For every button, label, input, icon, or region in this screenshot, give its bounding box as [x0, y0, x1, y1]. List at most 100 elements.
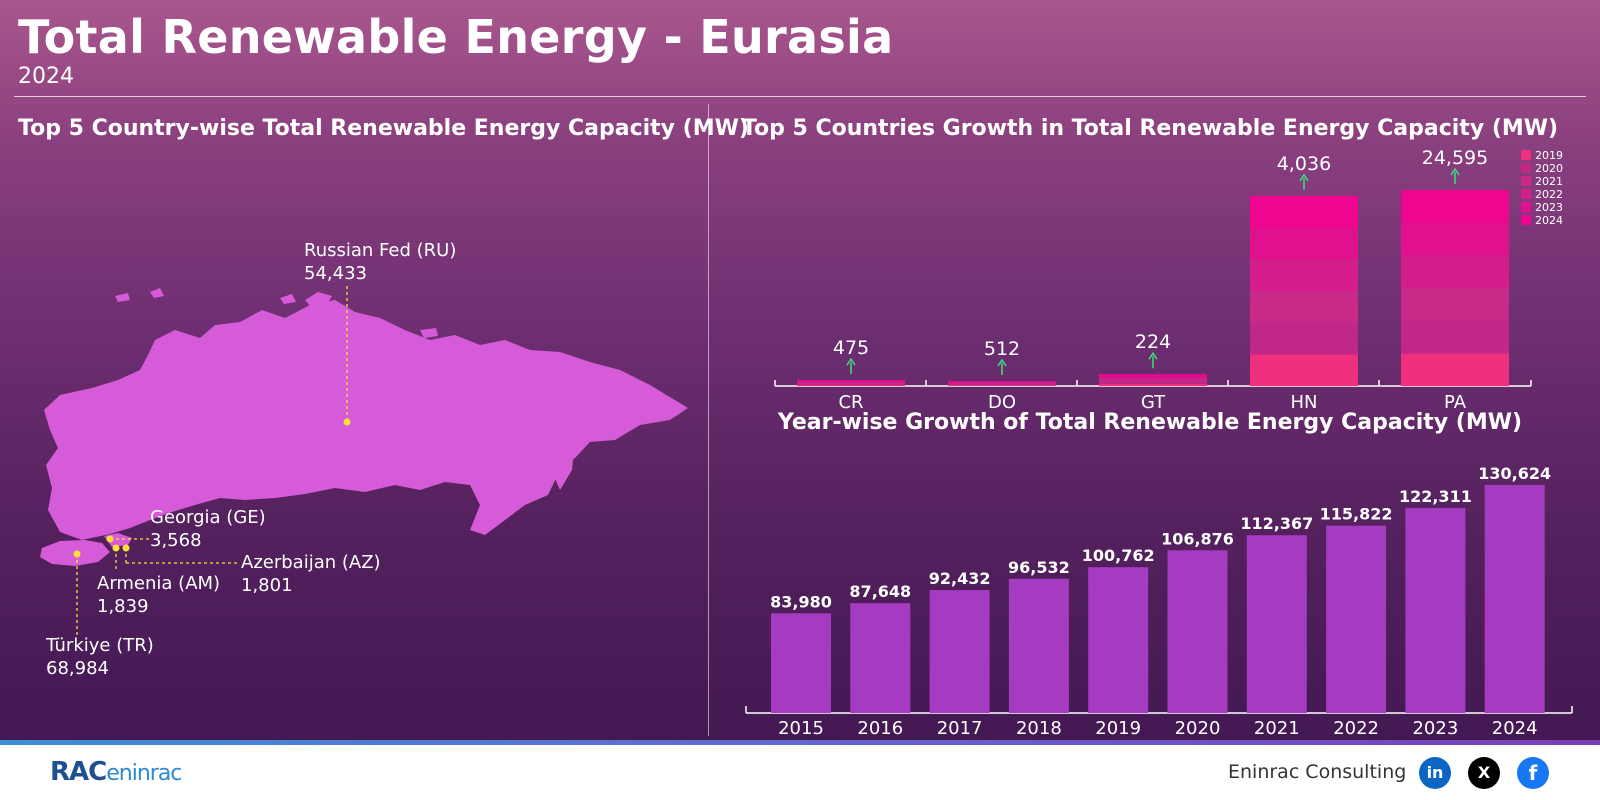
legend-label-2023: 2023 [1535, 201, 1563, 214]
top5-bar-segment-2023 [1250, 227, 1358, 260]
legend-swatch-2024 [1521, 215, 1531, 225]
yearwise-year-label: 2022 [1333, 718, 1379, 739]
footer-accent-band [0, 740, 1600, 745]
yearwise-value-label: 115,822 [1320, 505, 1393, 524]
top5-bar-segment-2019 [797, 385, 905, 386]
top5-bar-segment-2020 [797, 384, 905, 386]
legend-label-2022: 2022 [1535, 188, 1563, 201]
top5-bar-segment-2019 [1250, 354, 1358, 386]
top5-growth-label: 4,036 [1277, 153, 1331, 175]
top5-bar-segment-2021 [1099, 380, 1207, 383]
yearwise-year-label: 2015 [778, 718, 824, 739]
az-name: Azerbaijan (AZ) [241, 552, 381, 573]
top5-bar-segment-2021 [1250, 290, 1358, 323]
top5-bar-segment-2024 [797, 380, 905, 382]
top5-bar-segment-2022 [1250, 259, 1358, 291]
am-marker [112, 544, 120, 552]
tr-marker [73, 550, 81, 558]
am-label: Armenia (AM) 1,839 [97, 572, 220, 618]
growth-arrow-head-icon [1299, 173, 1309, 182]
eninrac-logo[interactable]: RACeninrac [50, 757, 182, 787]
legend-label-2024: 2024 [1535, 214, 1563, 227]
top5-bar-segment-2021 [1401, 288, 1509, 321]
map-panel-title: Top 5 Country-wise Total Renewable Energ… [18, 116, 749, 141]
ge-value: 3,568 [150, 530, 202, 551]
ru-marker [343, 418, 351, 426]
top5-bar-segment-2022 [797, 382, 905, 384]
growth-arrow-head-icon [846, 357, 856, 366]
top5-category-label: HN [1291, 392, 1318, 413]
yearwise-year-label: 2021 [1254, 718, 1300, 739]
yearwise-value-label: 130,624 [1478, 464, 1551, 483]
top5-bar-segment-2024 [1099, 374, 1207, 377]
legend-swatch-2021 [1521, 176, 1531, 186]
eurasia-map [40, 286, 688, 636]
yearwise-year-label: 2017 [937, 718, 983, 739]
top5-bar-segment-2023 [948, 381, 1056, 383]
am-value: 1,839 [97, 596, 149, 617]
page-title: Total Renewable Energy - Eurasia [18, 10, 894, 64]
top5-category-label: CR [838, 392, 863, 413]
yearwise-bar-2017 [929, 590, 990, 713]
yearwise-bar-2018 [1008, 578, 1069, 713]
yearwise-year-label: 2016 [857, 718, 903, 739]
legend-swatch-2022 [1521, 189, 1531, 199]
top5-bar-segment-2019 [1401, 353, 1509, 386]
novaya-zemlya-shape [305, 292, 332, 308]
island-shape [420, 328, 438, 338]
yearwise-chart-title: Year-wise Growth of Total Renewable Ener… [777, 410, 1523, 435]
yearwise-value-label: 96,532 [1008, 558, 1070, 577]
company-name: Eninrac Consulting [1228, 761, 1407, 783]
yearwise-bar-2020 [1167, 550, 1228, 713]
top5-bar-segment-2022 [1099, 378, 1207, 381]
yearwise-year-label: 2024 [1492, 718, 1538, 739]
yearwise-year-label: 2023 [1412, 718, 1458, 739]
top5-bar-segment-2024 [948, 381, 1056, 382]
russia-shape [44, 300, 688, 540]
top5-bar-segment-2023 [1401, 222, 1509, 256]
yearwise-value-label: 83,980 [770, 592, 832, 611]
island-shape [335, 328, 354, 340]
franz-josef-shape [280, 294, 296, 304]
top5-chart-title: Top 5 Countries Growth in Total Renewabl… [741, 116, 1559, 141]
ge-marker [106, 535, 114, 543]
yearwise-bar-2015 [771, 613, 831, 713]
top5-bar-segment-2022 [1401, 255, 1509, 288]
island-shape [115, 293, 130, 302]
growth-arrow-head-icon [1148, 351, 1158, 360]
am-name: Armenia (AM) [97, 573, 221, 594]
yearwise-bar-2023 [1405, 507, 1466, 713]
tr-label: Türkiye (TR) 68,984 [46, 634, 154, 680]
top5-growth-label: 24,595 [1422, 147, 1488, 169]
top5-growth-label: 224 [1135, 331, 1171, 353]
top5-category-label: DO [988, 392, 1016, 413]
kamchatka-shape [552, 440, 575, 490]
top5-bar-segment-2024 [1401, 190, 1509, 223]
ru-value: 54,433 [304, 263, 367, 284]
top5-growth-label: 475 [833, 337, 869, 359]
tr-name: Türkiye (TR) [46, 635, 154, 656]
yearwise-year-label: 2018 [1016, 718, 1062, 739]
yearwise-year-label: 2019 [1095, 718, 1141, 739]
page-subtitle: 2024 [18, 64, 74, 89]
top5-bar-segment-2022 [948, 382, 1056, 384]
yearwise-bar-2019 [1088, 567, 1149, 713]
top5-bar-segment-2023 [797, 381, 905, 383]
growth-arrow-head-icon [997, 358, 1007, 367]
legend-swatch-2023 [1521, 202, 1531, 212]
growth-arrow-head-icon [1450, 167, 1460, 176]
legend-swatch-2019 [1521, 150, 1531, 160]
linkedin-icon[interactable]: in [1419, 757, 1451, 789]
tr-value: 68,984 [46, 658, 109, 679]
footer: RACeninrac Eninrac Consulting in X f [0, 745, 1600, 800]
x-icon[interactable]: X [1468, 757, 1500, 789]
top5-bar-segment-2019 [948, 385, 1056, 386]
az-value: 1,801 [241, 575, 293, 596]
yearwise-value-label: 100,762 [1082, 546, 1155, 565]
yearwise-bar-2016 [850, 603, 911, 713]
yearwise-bar-2021 [1246, 535, 1307, 713]
yearwise-value-label: 87,648 [849, 582, 911, 601]
az-label: Azerbaijan (AZ) 1,801 [241, 551, 381, 597]
facebook-icon[interactable]: f [1517, 757, 1549, 789]
